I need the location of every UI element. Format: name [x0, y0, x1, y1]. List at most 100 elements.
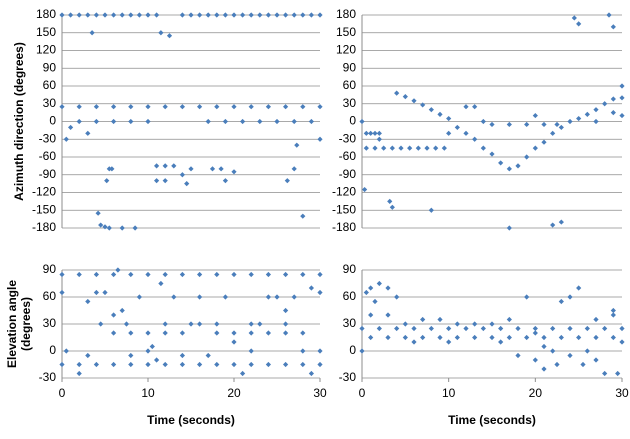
point [558, 334, 564, 341]
point [68, 124, 74, 131]
point [619, 325, 625, 332]
point [111, 361, 117, 368]
point [300, 213, 306, 219]
point [128, 330, 134, 336]
point [619, 83, 625, 89]
point [214, 361, 220, 368]
point [85, 352, 91, 359]
point [145, 118, 151, 125]
point [480, 145, 486, 151]
point [532, 357, 538, 363]
point [291, 12, 297, 18]
point [283, 321, 289, 327]
point [119, 225, 125, 231]
x-tick-label: 30 [615, 386, 629, 400]
point [524, 294, 530, 300]
point [104, 178, 110, 184]
point [389, 145, 395, 151]
y-axis-label: Azimuth direction (degrees) [12, 42, 26, 201]
y-tick-label: 60 [43, 78, 57, 92]
point [291, 118, 297, 125]
point [283, 104, 289, 110]
point [179, 361, 185, 368]
point [372, 145, 378, 151]
point [411, 325, 417, 332]
point [102, 12, 108, 18]
point [515, 325, 521, 332]
point [524, 154, 530, 160]
point [197, 271, 203, 278]
point [162, 163, 168, 169]
y-tick-label: 150 [336, 25, 356, 39]
point [119, 307, 125, 314]
point [63, 136, 69, 142]
point [550, 222, 556, 228]
point [381, 145, 387, 151]
point [111, 271, 117, 278]
point [558, 219, 564, 225]
point [205, 12, 211, 18]
point [162, 361, 168, 368]
point [515, 163, 521, 169]
point [619, 95, 625, 101]
point [558, 124, 564, 131]
y-tick-label: 180 [36, 7, 56, 21]
point [300, 330, 306, 336]
point [162, 321, 168, 327]
point [615, 370, 621, 377]
y-tick-label: 150 [36, 25, 56, 39]
point [214, 271, 220, 278]
point [602, 370, 608, 377]
point [441, 145, 447, 151]
point [184, 181, 190, 187]
point [454, 334, 460, 341]
point [93, 289, 99, 296]
point [515, 352, 521, 359]
point [283, 330, 289, 336]
point [300, 348, 306, 354]
point [248, 361, 254, 368]
point [411, 98, 417, 104]
point [59, 104, 65, 110]
y-tick-label: 30 [43, 316, 57, 330]
point [437, 334, 443, 341]
point [610, 312, 616, 318]
y-tick-label: 30 [343, 316, 357, 330]
point [89, 30, 95, 36]
point [171, 294, 177, 300]
point [359, 325, 365, 332]
point [95, 210, 101, 216]
point [158, 280, 164, 287]
point [231, 330, 237, 336]
y-tick-label: -150 [332, 202, 356, 216]
point [257, 118, 263, 125]
y-tick-label: -30 [39, 370, 57, 384]
point [188, 321, 194, 327]
point [420, 334, 426, 341]
point [424, 145, 430, 151]
point [179, 172, 185, 178]
point [363, 145, 369, 151]
point [136, 294, 142, 300]
point [162, 330, 168, 336]
point [93, 271, 99, 278]
point [446, 325, 452, 332]
point [214, 321, 220, 327]
point [76, 104, 82, 110]
point [248, 104, 254, 110]
point [205, 352, 211, 359]
point [387, 198, 393, 204]
point [428, 107, 434, 113]
point [214, 330, 220, 336]
point [524, 121, 530, 128]
point [231, 169, 237, 175]
x-tick-label: 10 [141, 386, 155, 400]
point [145, 104, 151, 110]
point [532, 112, 538, 119]
point [76, 12, 82, 18]
point [145, 348, 151, 354]
point [308, 285, 314, 291]
y-tick-label: -180 [332, 220, 356, 234]
point [111, 12, 117, 18]
point [179, 271, 185, 278]
